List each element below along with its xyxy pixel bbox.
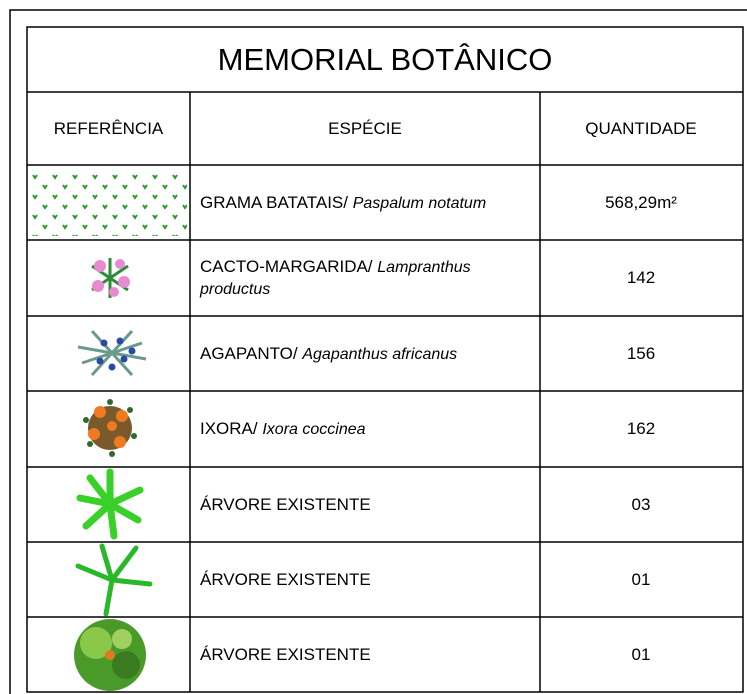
grass-icon [30,170,187,236]
fern-icon [75,543,153,617]
ixora-icon [83,399,137,457]
scientific-name: Paspalum notatum [352,194,487,212]
quantity-cell: 156 [626,343,656,363]
quantity-cell: 03 [631,494,651,514]
quantity-cell: 01 [631,569,651,589]
species-text: GRAMA BATATAIS/ Paspalum notatum [200,192,486,214]
species-cell: AGAPANTO/ Agapanthus africanus [200,316,535,391]
species-text: AGAPANTO/ Agapanthus africanus [200,343,457,365]
quantity-cell: 142 [626,268,656,287]
agapanto-icon [77,329,147,377]
species-cell: GRAMA BATATAIS/ Paspalum notatum [200,165,535,240]
species-text: IXORA/ Ixora coccinea [200,418,366,440]
scientific-name: Ixora coccinea [262,421,366,438]
quantity-cell: 568,29m² [605,192,677,212]
species-cell: ÁRVORE EXISTENTE [200,467,535,542]
common-name: GRAMA BATATAIS/ [200,192,348,212]
header-quantity: QUANTIDADE [585,118,697,138]
species-cell: IXORA/ Ixora coccinea [200,391,535,467]
common-name: CACTO-MARGARIDA/ [200,257,373,276]
scientific-name: Lampranthus productus [200,259,471,298]
species-cell: ÁRVORE EXISTENTE [200,617,535,692]
species-cell: ÁRVORE EXISTENTE [200,542,535,617]
common-name: AGAPANTO/ [200,343,298,363]
quantity-cell: 01 [631,644,651,664]
common-name: ÁRVORE EXISTENTE [200,645,371,664]
quantity-cell: 162 [626,419,656,438]
tree-icon [74,619,146,691]
title: MEMORIAL BOTÂNICO [217,41,553,77]
header-reference: REFERÊNCIA [53,118,164,138]
species-text: ÁRVORE EXISTENTE [200,644,371,665]
cacto-icon [91,258,130,298]
palm-icon [76,468,144,540]
species-cell: CACTO-MARGARIDA/ Lampranthus productus [200,240,535,316]
scientific-name: Agapanthus africanus [302,345,458,363]
species-text: ÁRVORE EXISTENTE [200,569,371,590]
common-name: IXORA/ [200,419,258,438]
header-species: ESPÉCIE [328,118,402,138]
species-text: ÁRVORE EXISTENTE [200,494,371,515]
species-text: CACTO-MARGARIDA/ Lampranthus productus [200,256,535,300]
common-name: ÁRVORE EXISTENTE [200,570,371,589]
common-name: ÁRVORE EXISTENTE [200,495,371,514]
